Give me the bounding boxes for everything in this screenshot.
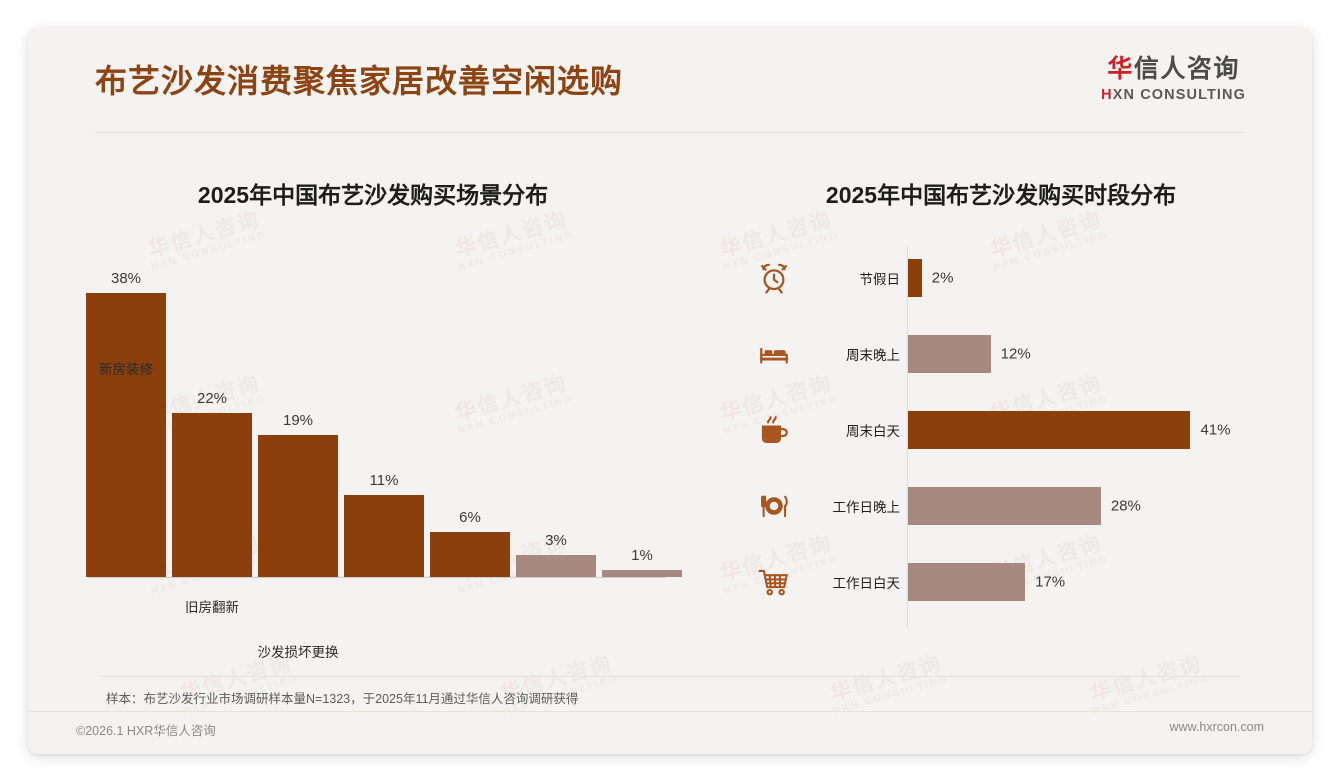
logo-english: HXN CONSULTING — [1101, 87, 1246, 103]
horizontal-bar — [908, 259, 922, 297]
vertical-bar-group: 11%风格升级 — [344, 472, 424, 577]
horizontal-bar — [908, 563, 1026, 601]
vertical-bar-category-label: 旧房翻新 — [185, 600, 239, 616]
coffee-mug-icon — [754, 410, 794, 450]
horizontal-bar-value-label: 28% — [1110, 497, 1141, 515]
vertical-bar-value-label: 11% — [369, 471, 399, 489]
vertical-bar-value-label: 22% — [196, 389, 228, 407]
vertical-bar — [516, 554, 596, 577]
vertical-bar-category-label: 沙发损坏更换 — [257, 645, 339, 661]
vertical-bar-value-label: 38% — [110, 270, 142, 288]
alarm-clock-icon — [754, 258, 794, 298]
horizontal-bar-row: 周末白天 41% — [718, 402, 1284, 458]
horizontal-bar-category-label: 周末晚上 — [846, 348, 900, 363]
vertical-bar — [172, 412, 252, 577]
horizontal-bar-value-label: 12% — [1000, 345, 1031, 363]
vertical-bar-plot-area: 38% 新房装修 22% 旧房翻新 19% 沙发损坏更换 11%风格升级6%添置新家具3%租… — [82, 242, 682, 660]
logo-english-red: H — [1101, 86, 1113, 103]
header-divider — [95, 132, 1245, 133]
vertical-bar-group: 3%租房需求 — [516, 532, 596, 577]
vertical-bar-group: 38% 新房装修 — [86, 270, 166, 577]
chart-title-timeslot: 2025年中国布艺沙发购买时段分布 — [825, 182, 1177, 208]
company-logo: 华信人咨询 HXN CONSULTING — [1101, 55, 1246, 103]
logo-chinese-rest: 信人咨询 — [1133, 55, 1240, 83]
logo-chinese: 华信人咨询 — [1101, 55, 1246, 84]
horizontal-chart-axis — [907, 246, 908, 628]
footnote: 样本：布艺沙发行业市场调研样本量N=1323，于2025年11月通过华信人咨询调… — [106, 692, 579, 706]
copyright-text: ©2026.1 HXR华信人咨询 — [76, 724, 216, 738]
vertical-bar-value-label: 6% — [459, 509, 481, 527]
vertical-bar — [602, 569, 682, 577]
horizontal-bar-value-label: 17% — [1035, 573, 1066, 591]
vertical-bar-value-label: 1% — [631, 546, 653, 564]
logo-chinese-red: 华 — [1107, 55, 1134, 83]
shopping-cart-icon — [754, 562, 794, 602]
vertical-chart-baseline — [88, 577, 666, 578]
horizontal-bar-row: 工作日晚上 28% — [718, 478, 1284, 534]
vertical-bar — [258, 435, 338, 577]
horizontal-bar-category-label: 周末白天 — [846, 424, 900, 439]
vertical-bar-group: 1%节日礼物 — [602, 547, 682, 577]
vertical-bar — [344, 494, 424, 577]
chart-panel-scenario: 2025年中国布艺沙发购买场景分布 38% 新房装修 22% 旧房翻新 19% 沙发损坏更… — [62, 176, 684, 660]
vertical-bar-value-label: 3% — [545, 531, 567, 549]
vertical-bar — [430, 532, 510, 577]
page-title: 布艺沙发消费聚焦家居改善空闲选购 — [95, 63, 624, 99]
horizontal-bar — [908, 335, 991, 373]
vertical-bar-group: 22% 旧房翻新 — [172, 390, 252, 615]
vertical-bar-category-label: 新房装修 — [99, 361, 153, 377]
slide-card: 华信人咨询 HXN CONSULTING 华信人咨询 HXN CONSULTING 华信… — [28, 28, 1312, 754]
vertical-bar-chart: 38% 新房装修 22% 旧房翻新 19% 沙发损坏更换 11%风格升级6%添置新家具3%租… — [82, 242, 682, 660]
horizontal-bar-value-label: 2% — [931, 269, 954, 287]
horizontal-bar-value-label: 41% — [1200, 421, 1231, 439]
vertical-bar-group: 19% 沙发损坏更换 — [258, 412, 339, 660]
horizontal-bar-row: 周末晚上 12% — [718, 326, 1284, 382]
chart-title-scenario: 2025年中国布艺沙发购买场景分布 — [197, 182, 549, 208]
horizontal-bar-category-label: 工作日晚上 — [832, 500, 901, 515]
horizontal-bar-category-label: 节假日 — [859, 272, 901, 287]
vertical-bar-value-label: 19% — [282, 412, 314, 430]
slide-header: 布艺沙发消费聚焦家居改善空闲选购 华信人咨询 HXN CONSULTING — [28, 28, 1312, 140]
footnote-divider — [100, 676, 1240, 677]
horizontal-bar — [908, 411, 1191, 449]
horizontal-bar-category-label: 工作日白天 — [832, 576, 901, 591]
plate-cutlery-icon — [754, 486, 794, 526]
vertical-bar-group: 6%添置新家具 — [430, 509, 510, 577]
bed-icon — [754, 334, 794, 374]
horizontal-bar — [908, 487, 1101, 525]
vertical-bar — [86, 293, 166, 577]
horizontal-bar-row: 节假日 2% — [718, 250, 1284, 306]
chart-panel-timeslot: 2025年中国布艺沙发购买时段分布 节假日 2% 周末晚上 12% 周末白天 41% 工作日… — [718, 176, 1284, 636]
website-url: www.hxrcon.com — [1169, 720, 1264, 734]
logo-english-rest: XN CONSULTING — [1112, 86, 1246, 103]
horizontal-bar-row: 工作日白天 17% — [718, 554, 1284, 610]
footer-divider — [28, 711, 1312, 712]
horizontal-bar-chart: 节假日 2% 周末晚上 12% 周末白天 41% 工作日晚上 28% 工作日白天 17% — [718, 242, 1284, 632]
